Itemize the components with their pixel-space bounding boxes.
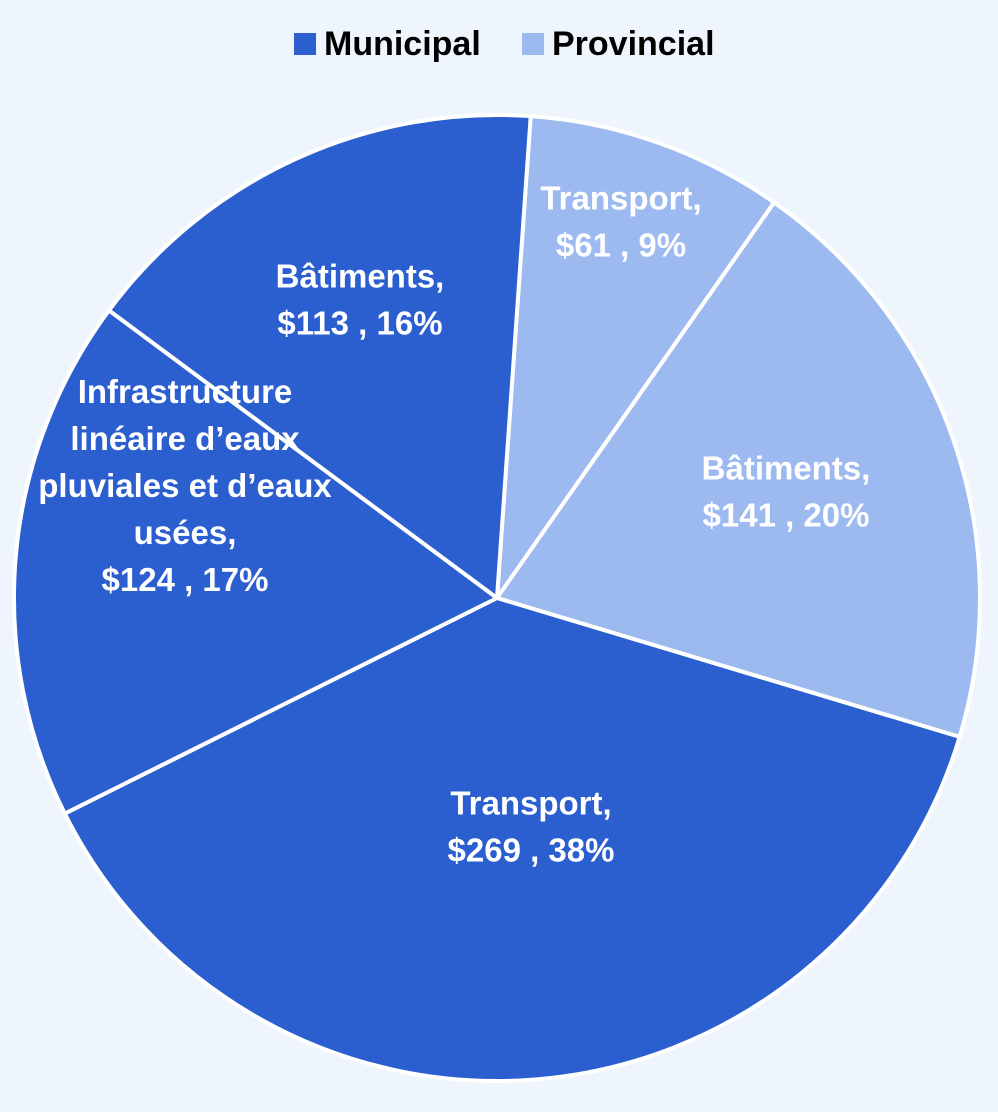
slice-label-line: pluviales et d’eaux: [38, 467, 332, 504]
slice-label-line: $61 , 9%: [556, 227, 686, 264]
slice-municipal-infrastructure-label: Infrastructure linéaire d’eaux pluviales e…: [38, 373, 332, 598]
slice-labels: Transport, $61 , 9% Bâtiments, $141 , 20% Tr…: [38, 180, 870, 869]
slice-label-line: Transport,: [540, 180, 701, 217]
slice-label-line: Infrastructure: [78, 373, 293, 410]
slice-label-line: $113 , 16%: [277, 305, 442, 342]
legend-swatch-provincial: [522, 33, 544, 55]
slice-label-line: $141 , 20%: [703, 497, 870, 534]
slice-label-line: Transport,: [450, 785, 611, 822]
pie-slices: [12, 113, 982, 1083]
slice-label-line: Bâtiments,: [702, 450, 871, 487]
legend-label-provincial: Provincial: [552, 25, 715, 63]
legend-label-municipal: Municipal: [324, 25, 481, 63]
slice-provincial-transport-label: Transport, $61 , 9%: [540, 180, 701, 264]
slice-municipal-batiments-label: Bâtiments, $113 , 16%: [276, 258, 445, 342]
slice-label-line: usées,: [134, 514, 237, 551]
slice-municipal-transport-label: Transport, $269 , 38%: [448, 785, 615, 869]
slice-provincial-batiments-label: Bâtiments, $141 , 20%: [702, 450, 871, 534]
slice-provincial-batiments: [495, 200, 982, 739]
slice-label-line: Bâtiments,: [276, 258, 445, 295]
slice-provincial-transport: [495, 114, 777, 600]
slice-municipal-batiments: [106, 113, 533, 600]
slice-label-line: $269 , 38%: [448, 832, 615, 869]
slice-label-line: $124 , 17%: [102, 561, 269, 598]
legend-swatch-municipal: [294, 33, 316, 55]
slice-label-line: linéaire d’eaux: [70, 420, 300, 457]
slice-municipal-transport: [62, 596, 962, 1083]
legend: Municipal Provincial: [294, 25, 715, 63]
slice-municipal-infrastructure: [12, 308, 499, 816]
